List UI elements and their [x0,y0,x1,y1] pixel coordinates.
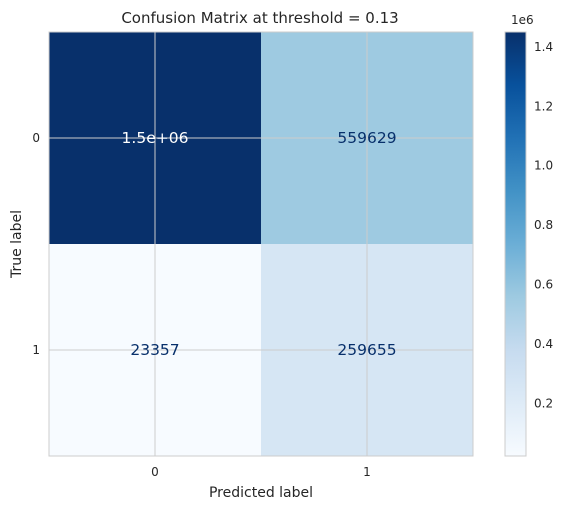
colorbar-scale-label: 1e6 [511,13,534,27]
y-tick-label-0: 0 [32,131,40,145]
colorbar [504,31,527,457]
colorbar-tick-label-4: 1.0 [534,159,553,173]
colorbar-tick-label-0: 0.2 [534,397,553,411]
colorbar-tick-label-2: 0.6 [534,278,553,292]
cell-value-label-1-0: 23357 [130,341,179,359]
heatmap-grid [49,32,473,456]
x-tick-label-0: 0 [151,465,159,479]
colorbar-tick-label-5: 1.2 [534,99,553,113]
cell-value-label-0-1: 559629 [337,129,396,147]
heatmap-cells [49,32,473,456]
colorbar-tick-label-1: 0.4 [534,337,553,351]
y-axis-ticks: 01 [32,131,40,357]
colorbar-tick-label-6: 1.4 [534,40,553,54]
colorbar-ticks: 0.2 0.4 0.6 0.8 1.0 1.2 1.4 [534,40,553,411]
y-axis-label: True label [9,210,25,279]
colorbar-tick-label-3: 0.8 [534,218,553,232]
cell-value-label-0-0: 1.5e+06 [122,129,189,147]
x-tick-label-1: 1 [363,465,371,479]
cell-value-label-1-1: 259655 [337,341,396,359]
y-tick-label-1: 1 [32,343,40,357]
x-axis-label: Predicted label [209,485,313,501]
heatmap-cell-labels: 1.5e+06 559629 23357 259655 [122,129,397,359]
plot-border [48,31,474,457]
chart-title: Confusion Matrix at threshold = 0.13 [121,9,398,27]
